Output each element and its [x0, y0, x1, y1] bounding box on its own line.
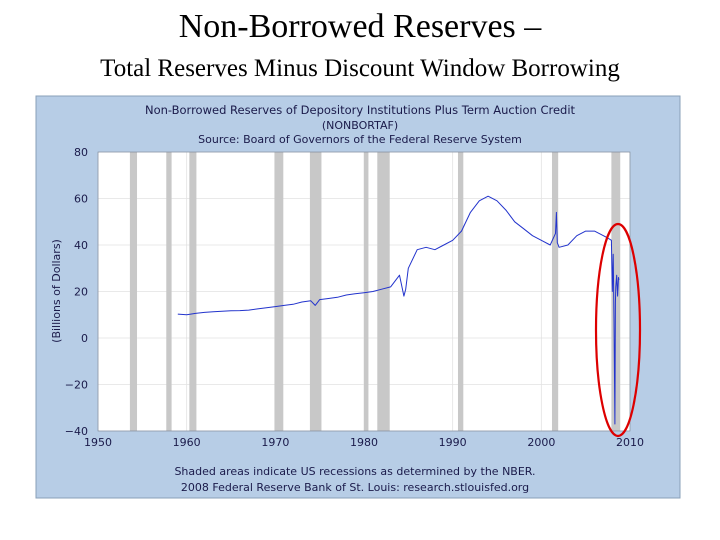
- x-tick-label: 2000: [527, 436, 555, 449]
- recession-band: [166, 152, 172, 431]
- y-tick-label: 60: [74, 193, 88, 206]
- recession-bands: [129, 152, 621, 431]
- y-tick-label: 0: [81, 332, 88, 345]
- recession-band: [129, 152, 138, 431]
- x-tick-label: 1990: [439, 436, 467, 449]
- y-axis-label: (Billions of Dollars): [50, 239, 63, 343]
- slide-subtitle: Total Reserves Minus Discount Window Bor…: [100, 55, 620, 82]
- recession-band: [309, 152, 322, 431]
- chart-footer-credit: 2008 Federal Reserve Bank of St. Louis: …: [181, 481, 529, 494]
- x-tick-labels: 1950 1960 1970 1980 1990 2000 2010: [84, 436, 644, 449]
- y-tick-label: 80: [74, 146, 88, 159]
- recession-band: [377, 152, 390, 431]
- x-tick-label: 2010: [616, 436, 644, 449]
- chart-series-code: (NONBORTAF): [322, 119, 398, 132]
- chart-source: Source: Board of Governors of the Federa…: [198, 133, 522, 146]
- chart-footer-note: Shaded areas indicate US recessions as d…: [174, 465, 535, 478]
- x-tick-label: 1950: [84, 436, 112, 449]
- y-tick-label: −20: [65, 379, 88, 392]
- y-tick-label: −40: [65, 425, 88, 438]
- y-tick-labels: 80 60 40 20 0 −20 −40: [65, 146, 88, 438]
- y-tick-label: 20: [74, 286, 88, 299]
- chart-title: Non-Borrowed Reserves of Depository Inst…: [145, 103, 576, 117]
- recession-band: [364, 152, 369, 431]
- x-tick-label: 1970: [261, 436, 289, 449]
- x-tick-label: 1980: [350, 436, 378, 449]
- slide-title: Non-Borrowed Reserves –: [178, 8, 542, 45]
- x-tick-label: 1960: [173, 436, 201, 449]
- y-tick-label: 40: [74, 239, 88, 252]
- recession-band: [551, 152, 559, 431]
- recession-band: [457, 152, 464, 431]
- highlight-ellipse: [594, 222, 642, 438]
- plot-frame: [97, 151, 631, 432]
- recession-band: [274, 152, 284, 431]
- recession-band: [189, 152, 197, 431]
